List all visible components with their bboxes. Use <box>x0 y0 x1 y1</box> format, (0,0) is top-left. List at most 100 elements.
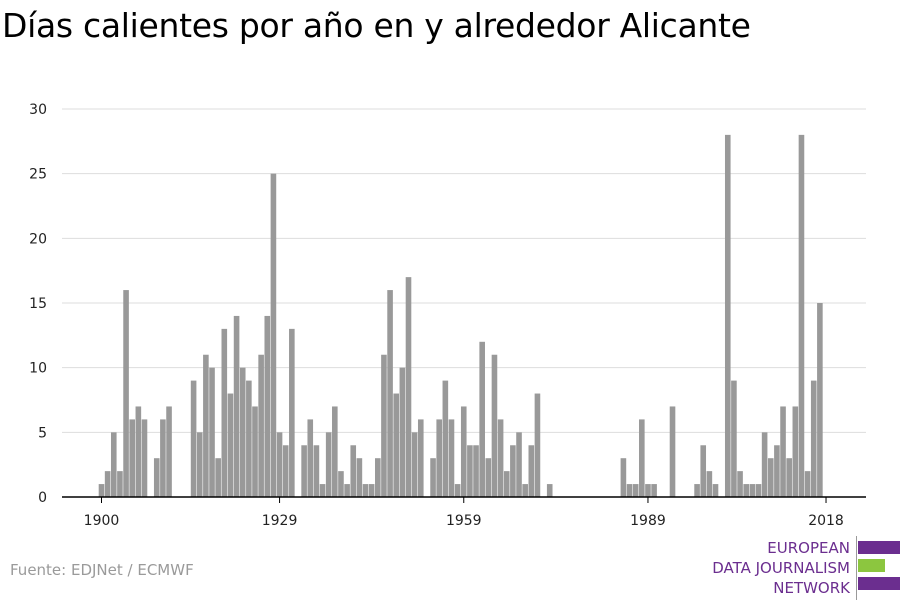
bar-1997 <box>694 484 700 497</box>
bar-1938 <box>332 406 338 497</box>
grid-lines <box>62 108 866 433</box>
bar-1970 <box>528 445 535 497</box>
bar-1931 <box>289 328 295 497</box>
bar-1911 <box>166 406 172 497</box>
chart-title: Días calientes por año en y alrededor Al… <box>2 6 751 45</box>
bar-1939 <box>338 471 344 497</box>
bar-1930 <box>282 445 289 497</box>
y-tick-label-25: 25 <box>29 167 47 183</box>
bar-1933 <box>301 445 307 497</box>
bar-1956 <box>442 380 449 497</box>
x-tick-label-1900: 1900 <box>84 513 120 529</box>
bar-1919 <box>215 458 221 497</box>
logo-line-data-journalism: DATA JOURNALISM <box>712 559 850 577</box>
bar-1907 <box>141 419 148 497</box>
bar-1909 <box>153 458 160 497</box>
bar-1985 <box>620 458 627 497</box>
bar-1927 <box>264 315 271 497</box>
bar-2008 <box>761 432 768 497</box>
bar-1986 <box>626 484 633 497</box>
bar-1946 <box>381 354 387 497</box>
bar-1941 <box>350 445 357 497</box>
bar-1973 <box>546 484 553 497</box>
bar-1942 <box>356 458 363 497</box>
x-tick-label-1989: 1989 <box>630 513 666 529</box>
bar-1971 <box>534 393 541 497</box>
bar-1904 <box>123 290 129 497</box>
bar-1989 <box>645 484 651 497</box>
bar-1900 <box>98 484 105 497</box>
bar-1959 <box>460 406 467 497</box>
bar-1949 <box>399 367 406 497</box>
bar-1934 <box>307 419 314 497</box>
logo-bar-purple-top <box>858 541 900 554</box>
bar-1945 <box>375 458 381 497</box>
bar-1958 <box>454 484 461 497</box>
bars <box>98 134 823 497</box>
bar-2016 <box>810 380 817 497</box>
y-tick-label-0: 0 <box>38 490 47 506</box>
bar-2014 <box>798 134 805 497</box>
bar-1910 <box>160 419 166 497</box>
bar-1965 <box>497 419 504 497</box>
bar-1961 <box>473 445 479 497</box>
bar-2015 <box>804 471 811 497</box>
bar-1957 <box>448 419 455 497</box>
bar-1926 <box>258 354 264 497</box>
bar-1963 <box>485 458 492 497</box>
bar-1998 <box>700 445 707 497</box>
bar-1966 <box>503 471 510 497</box>
bar-1924 <box>246 380 252 497</box>
bar-2003 <box>731 380 737 497</box>
bar-1947 <box>387 290 393 497</box>
bar-2005 <box>743 484 749 497</box>
bar-1944 <box>368 484 375 497</box>
bar-1969 <box>522 484 528 497</box>
bar-1920 <box>221 328 228 497</box>
bar-1903 <box>117 471 123 497</box>
bar-2006 <box>749 484 756 497</box>
bar-1948 <box>393 393 400 497</box>
bar-1928 <box>270 173 277 497</box>
bar-1936 <box>319 484 326 497</box>
edjnet-logo: EUROPEAN DATA JOURNALISM NETWORK <box>700 536 900 600</box>
logo-divider <box>856 536 857 600</box>
bar-2011 <box>780 406 786 497</box>
bar-1902 <box>110 432 117 497</box>
y-tick-label-10: 10 <box>29 361 47 377</box>
bar-1901 <box>104 471 111 497</box>
bar-1923 <box>239 367 246 497</box>
bar-2002 <box>724 134 731 497</box>
logo-bar-green <box>858 559 885 572</box>
bar-2007 <box>755 484 762 497</box>
bar-1940 <box>344 484 350 497</box>
bar-1918 <box>209 367 215 497</box>
bar-1906 <box>135 406 142 497</box>
bar-1999 <box>706 471 713 497</box>
y-tick-label-15: 15 <box>29 296 47 312</box>
bar-2004 <box>737 471 743 497</box>
bar-1954 <box>430 458 436 497</box>
bar-1917 <box>203 354 209 497</box>
bar-2017 <box>817 303 823 497</box>
bar-1921 <box>227 393 234 497</box>
bar-2013 <box>792 406 799 497</box>
bar-1943 <box>362 484 369 497</box>
bar-1950 <box>405 277 412 497</box>
bar-1987 <box>632 484 639 497</box>
bar-2000 <box>712 484 719 497</box>
bar-1905 <box>129 419 135 497</box>
x-tick-label-1929: 1929 <box>262 513 298 529</box>
source-note: Fuente: EDJNet / ECMWF <box>10 561 194 579</box>
bar-1937 <box>325 432 332 497</box>
bar-1960 <box>467 445 473 497</box>
bar-1935 <box>313 445 320 497</box>
bar-1915 <box>190 380 197 497</box>
bar-2010 <box>774 445 780 497</box>
bar-1929 <box>276 432 283 497</box>
bar-2009 <box>767 458 774 497</box>
bar-1993 <box>669 406 676 497</box>
logo-bar-purple-bottom <box>858 577 900 590</box>
y-tick-label-30: 30 <box>29 102 47 118</box>
